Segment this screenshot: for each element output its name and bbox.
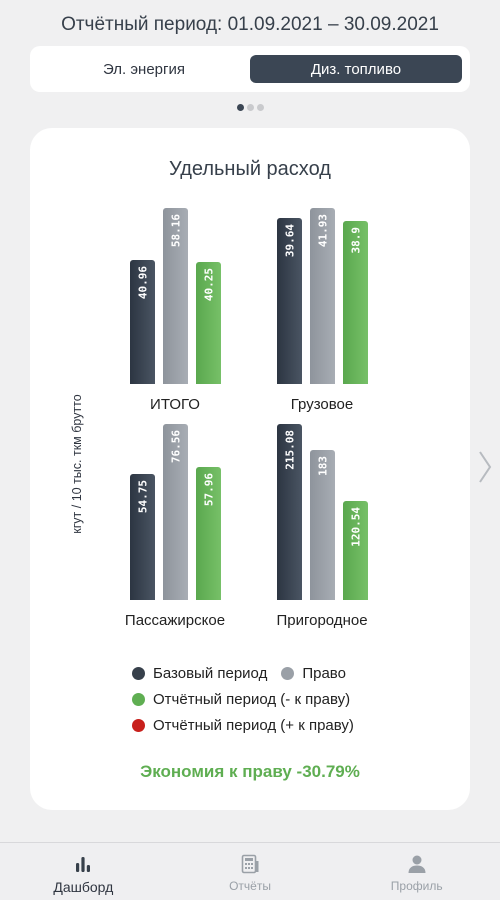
category-label-passenger: Пассажирское xyxy=(124,612,226,629)
bar-value-label: 183 xyxy=(316,456,329,476)
period-title: Отчётный период: 01.09.2021 – 30.09.2021 xyxy=(61,14,439,35)
bar-itogo-base[interactable]: 40.96 xyxy=(130,260,155,384)
bar-value-label: 54.75 xyxy=(136,480,149,514)
bar-value-label: 76.56 xyxy=(169,430,182,464)
legend-label-report-plus: Отчётный период (+ к праву) xyxy=(153,716,354,734)
bar-passenger-norm[interactable]: 76.56 xyxy=(163,424,188,600)
bar-value-label: 40.25 xyxy=(202,268,215,302)
legend-swatch-norm xyxy=(281,666,295,680)
bar-value-label: 38.9 xyxy=(349,227,362,254)
fuel-type-switch: Эл. энергия Диз. топливо xyxy=(30,46,470,92)
legend-label-base: Базовый период xyxy=(153,664,268,682)
bar-value-label: 57.96 xyxy=(202,473,215,507)
economy-summary: Экономия к праву -30.79% xyxy=(140,762,360,781)
page-dot-1[interactable] xyxy=(236,104,244,111)
legend-item-norm: Право xyxy=(281,660,346,686)
bar-chart-icon xyxy=(76,857,91,872)
legend-swatch-base xyxy=(132,666,145,680)
tab-dashboard-label: Дашборд xyxy=(53,879,114,895)
page-indicator xyxy=(0,104,500,111)
bar-freight-rep[interactable]: 38.9 xyxy=(343,221,368,384)
legend-item-base: Базовый период xyxy=(132,660,267,686)
legend-label-report-minus: Отчётный период (- к праву) xyxy=(153,690,351,708)
calculator-icon xyxy=(241,854,259,874)
chevron-right-icon[interactable] xyxy=(478,450,492,484)
legend-label-norm: Право xyxy=(302,664,346,682)
legend-swatch-report-minus xyxy=(132,692,145,706)
specific-consumption-card: Удельный расход кгут / 10 тыс. ткм брутт… xyxy=(30,128,470,810)
legend-swatch-report-plus xyxy=(132,718,145,732)
legend-item-report-plus: Отчётный период (+ к праву) xyxy=(132,712,354,738)
page-dot-3[interactable] xyxy=(256,104,264,111)
page-dot-2[interactable] xyxy=(246,104,254,111)
bar-passenger-base[interactable]: 54.75 xyxy=(130,474,155,600)
tab-electric-energy[interactable]: Эл. энергия xyxy=(38,55,250,83)
bar-freight-base[interactable]: 39.64 xyxy=(277,218,302,384)
category-label-suburban: Пригородное xyxy=(276,612,368,629)
bar-itogo-rep[interactable]: 40.25 xyxy=(196,262,221,384)
legend-item-report-minus: Отчётный период (- к праву) xyxy=(132,686,354,712)
tab-diesel-fuel[interactable]: Диз. топливо xyxy=(250,55,462,83)
bar-suburban-base[interactable]: 215.08 xyxy=(277,424,302,600)
bar-itogo-norm[interactable]: 58.16 xyxy=(163,208,188,384)
bar-group-suburban: 215.08 183 120.54 xyxy=(277,424,397,600)
card-title: Удельный расход xyxy=(169,158,331,180)
bar-freight-norm[interactable]: 41.93 xyxy=(310,208,335,384)
bottom-navigation: Дашборд Отчёты Профиль xyxy=(0,842,500,900)
bar-value-label: 39.64 xyxy=(283,224,296,258)
chart-legend: Базовый период Право Отчётный период (- … xyxy=(132,660,354,738)
category-label-itogo: ИТОГО xyxy=(150,396,200,413)
bar-value-label: 120.54 xyxy=(349,507,362,547)
tab-dashboard[interactable]: Дашборд xyxy=(0,843,167,900)
bar-suburban-norm[interactable]: 183 xyxy=(310,450,335,600)
tab-profile[interactable]: Профиль xyxy=(333,843,500,900)
y-axis-label: кгут / 10 тыс. ткм брутто xyxy=(70,394,84,534)
tab-profile-label: Профиль xyxy=(390,879,443,893)
bar-value-label: 215.08 xyxy=(283,430,296,470)
bar-value-label: 41.93 xyxy=(316,214,329,248)
tab-reports-label: Отчёты xyxy=(229,879,271,893)
bar-value-label: 58.16 xyxy=(169,214,182,248)
category-label-freight: Грузовое xyxy=(290,396,354,413)
bar-value-label: 40.96 xyxy=(136,266,149,300)
bar-group-freight: 39.64 41.93 38.9 xyxy=(277,208,397,384)
bar-group-itogo: 40.96 58.16 40.25 xyxy=(130,208,250,384)
bar-passenger-rep[interactable]: 57.96 xyxy=(196,467,221,600)
tab-reports[interactable]: Отчёты xyxy=(167,843,334,900)
bar-group-passenger: 54.75 76.56 57.96 xyxy=(130,424,250,600)
bar-suburban-rep[interactable]: 120.54 xyxy=(343,501,368,600)
user-icon xyxy=(408,855,426,873)
